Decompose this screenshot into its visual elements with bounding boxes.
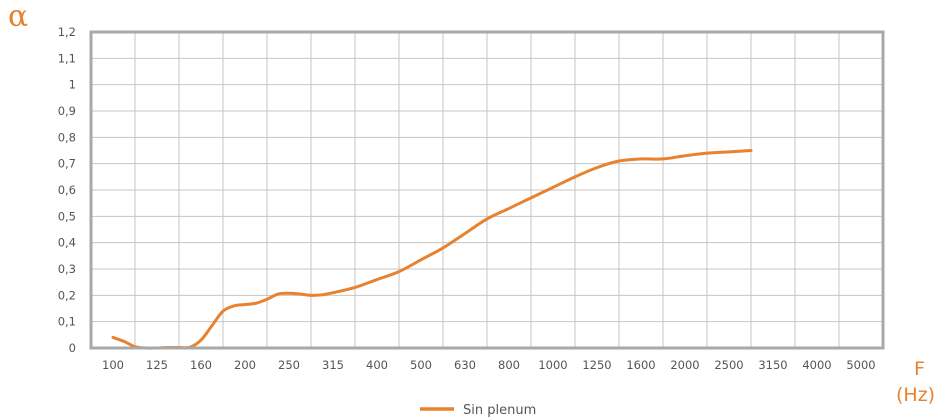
y-tick-label: 1 [69,78,76,92]
x-tick-label: 200 [234,358,256,372]
legend-label: Sin plenum [463,403,536,418]
y-tick-label: 0,4 [58,236,76,250]
y-tick-label: 0,6 [58,183,76,197]
legend: Sin plenum [420,403,536,418]
y-tick-label: 0,3 [58,262,76,276]
x-tick-label: 3150 [758,358,787,372]
x-tick-label: 1250 [582,358,611,372]
y-tick-label: 0,5 [58,209,76,223]
x-tick-label: 4000 [802,358,831,372]
x-tick-label: 630 [454,358,476,372]
x-tick-label: 125 [146,358,168,372]
x-tick-label: 500 [410,358,432,372]
y-tick-label: 1,2 [58,25,76,39]
plot-area: 00,10,20,30,40,50,60,70,80,911,11,2 100 1… [58,25,885,372]
x-tick-label: 400 [366,358,388,372]
y-tick-label: 0,8 [58,130,76,144]
x-tick-label: 2500 [714,358,743,372]
x-tick-label: 800 [498,358,520,372]
x-axis-label-symbol: F [914,358,925,380]
x-tick-label: 2000 [670,358,699,372]
y-tick-label: 1,1 [58,51,76,65]
y-axis-label: α [8,0,28,34]
x-tick-label: 100 [102,358,124,372]
x-axis-label-unit: (Hz) [896,384,935,406]
y-tick-label: 0,1 [58,315,76,329]
y-tick-label: 0,9 [58,104,76,118]
x-tick-labels: 100 125 160 200 250 315 400 500 630 800 1000 1250 16… [102,358,876,372]
x-tick-label: 315 [322,358,344,372]
x-tick-label: 5000 [846,358,875,372]
x-tick-label: 250 [278,358,300,372]
y-tick-label: 0,2 [58,288,76,302]
x-tick-label: 1000 [538,358,567,372]
y-tick-label: 0 [69,341,76,355]
grid-lines [91,32,883,348]
y-tick-labels: 0 0,1 0,2 0,3 0,4 0,5 0,6 0,7 0,8 0,9 1 1,1 1,2 [58,25,76,355]
x-tick-label: 160 [190,358,212,372]
y-tick-label: 0,7 [58,157,76,171]
plot-frame [89,30,885,350]
x-tick-label: 1600 [626,358,655,372]
